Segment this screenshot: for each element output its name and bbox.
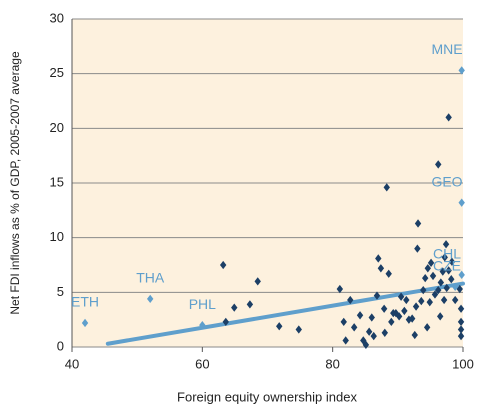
point	[388, 317, 395, 327]
point	[408, 314, 416, 323]
point	[451, 282, 459, 292]
point	[458, 66, 465, 75]
x-axis-label: Foreign equity ownership index	[177, 389, 357, 404]
point	[276, 322, 283, 331]
point-label: CZE	[433, 258, 461, 274]
point	[427, 258, 435, 267]
point	[368, 313, 375, 322]
point	[445, 113, 452, 122]
point	[424, 264, 432, 273]
y-tick-label: 15	[50, 174, 64, 189]
y-axis-label: Net FDI inflows as % of GDP, 2005-2007 a…	[8, 51, 22, 315]
point	[414, 219, 422, 228]
point	[441, 253, 448, 262]
point	[423, 323, 431, 332]
point	[347, 295, 354, 305]
point	[457, 331, 465, 341]
point	[295, 325, 302, 334]
point	[373, 291, 381, 300]
point	[418, 296, 425, 306]
point	[451, 295, 459, 305]
point	[436, 312, 444, 321]
point	[457, 325, 465, 334]
point	[362, 340, 370, 349]
point	[380, 304, 388, 313]
point	[458, 270, 465, 279]
point-label: PHL	[189, 296, 216, 312]
point	[342, 336, 349, 345]
point	[422, 273, 429, 283]
point	[414, 244, 421, 253]
point	[439, 267, 446, 276]
x-tick-label: 80	[325, 356, 339, 371]
point	[231, 303, 238, 312]
point	[377, 264, 385, 273]
y-tick-label: 5	[57, 284, 64, 299]
point	[458, 198, 465, 207]
point	[254, 277, 261, 286]
point	[81, 318, 89, 328]
point	[420, 285, 427, 295]
point	[375, 254, 382, 263]
point	[457, 304, 465, 313]
point	[370, 331, 377, 341]
point	[411, 330, 418, 340]
y-tick-label: 25	[50, 65, 64, 80]
point	[385, 269, 392, 278]
point	[457, 317, 465, 327]
point	[435, 160, 442, 169]
point	[401, 306, 408, 316]
point	[397, 292, 405, 301]
point	[440, 295, 448, 305]
point	[219, 260, 227, 270]
point	[222, 317, 229, 327]
point	[412, 302, 420, 311]
point	[431, 290, 439, 299]
point-label: MNE	[431, 41, 462, 57]
point	[445, 266, 452, 275]
point	[448, 257, 456, 266]
point	[147, 294, 154, 304]
point-label: CHL	[433, 246, 461, 262]
point	[437, 278, 445, 287]
point	[443, 283, 450, 293]
x-tick-label: 100	[452, 356, 474, 371]
point	[426, 298, 433, 307]
x-tick-label: 40	[65, 356, 79, 371]
point	[356, 311, 364, 320]
point-label: ETH	[71, 294, 99, 310]
x-tick-label: 60	[195, 356, 209, 371]
point	[350, 323, 358, 332]
point	[199, 320, 206, 330]
point	[448, 275, 455, 284]
point-label: THA	[136, 270, 165, 286]
point	[383, 183, 390, 192]
point	[442, 240, 450, 249]
point	[336, 284, 344, 294]
point	[365, 327, 373, 336]
point	[381, 328, 388, 337]
y-tick-label: 10	[50, 229, 64, 244]
point	[340, 317, 347, 327]
y-tick-label: 30	[50, 10, 64, 25]
point	[429, 271, 437, 281]
y-tick-label: 20	[50, 120, 64, 135]
point	[246, 300, 254, 309]
point	[395, 312, 403, 321]
point	[435, 285, 442, 295]
y-tick-label: 0	[57, 338, 64, 353]
point	[456, 284, 463, 294]
trend-line	[105, 281, 465, 346]
point	[403, 295, 410, 305]
point-label: GEO	[431, 173, 462, 189]
